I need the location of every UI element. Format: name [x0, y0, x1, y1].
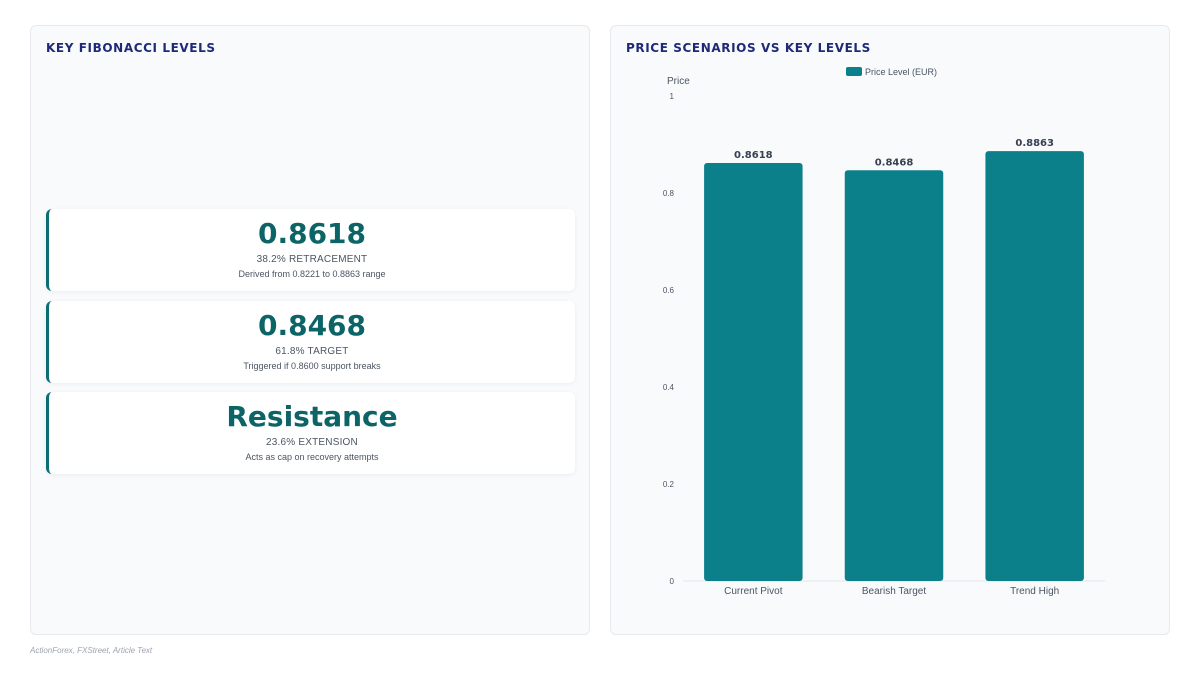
legend-label: Price Level (EUR) [865, 67, 937, 77]
y-axis: 0 0.2 0.4 0.6 0.8 1 [663, 92, 675, 586]
x-tick-label: Current Pivot [724, 586, 783, 597]
data-label: 0.8618 [734, 150, 773, 161]
y-tick-label: 0 [670, 577, 675, 586]
y-tick-label: 0.8 [663, 189, 675, 198]
level-card: Resistance 23.6% EXTENSION Acts as cap o… [46, 392, 575, 474]
x-axis: Current Pivot Bearish Target Trend High [724, 586, 1059, 597]
level-description: Acts as cap on recovery attempts [245, 452, 379, 462]
level-label: 38.2% RETRACEMENT [256, 254, 368, 265]
data-labels: 0.8618 0.8468 0.8863 [734, 138, 1054, 168]
level-value: Resistance [226, 400, 398, 433]
price-bar-chart: Price Level (EUR) Price 0 0.2 0.4 0.6 0.8 1 0… [663, 67, 1105, 597]
bar [985, 151, 1084, 581]
x-tick-label: Bearish Target [862, 586, 927, 597]
panel-title: KEY FIBONACCI LEVELS [46, 41, 216, 55]
data-label: 0.8863 [1015, 138, 1054, 149]
chart-legend: Price Level (EUR) [846, 67, 937, 77]
y-tick-label: 0.2 [663, 480, 675, 489]
panel-title: PRICE SCENARIOS VS KEY LEVELS [626, 41, 871, 55]
level-label: 23.6% EXTENSION [266, 437, 358, 448]
fibonacci-levels-panel: KEY FIBONACCI LEVELS 0.8618 38.2% RETRAC… [30, 25, 590, 635]
y-tick-label: 0.4 [663, 383, 675, 392]
level-description: Derived from 0.8221 to 0.8863 range [238, 269, 386, 279]
level-value: 0.8618 [257, 217, 367, 250]
y-tick-label: 1 [670, 92, 675, 101]
bar-series [704, 151, 1084, 582]
level-value: 0.8468 [257, 309, 367, 342]
x-tick-label: Trend High [1010, 586, 1059, 597]
price-scenarios-panel: PRICE SCENARIOS VS KEY LEVELS Price Leve… [610, 25, 1170, 635]
level-card: 0.8618 38.2% RETRACEMENT Derived from 0.… [46, 209, 575, 291]
level-card: 0.8468 61.8% TARGET Triggered if 0.8600 … [46, 301, 575, 383]
bar [844, 170, 944, 581]
y-axis-title: Price [667, 76, 690, 87]
legend-swatch [846, 67, 862, 76]
bar [704, 163, 803, 582]
data-label: 0.8468 [875, 157, 914, 168]
y-tick-label: 0.6 [663, 286, 675, 295]
level-description: Triggered if 0.8600 support breaks [243, 361, 381, 371]
level-label: 61.8% TARGET [275, 346, 349, 357]
source-note: ActionForex, FXStreet, Article Text [30, 646, 153, 655]
